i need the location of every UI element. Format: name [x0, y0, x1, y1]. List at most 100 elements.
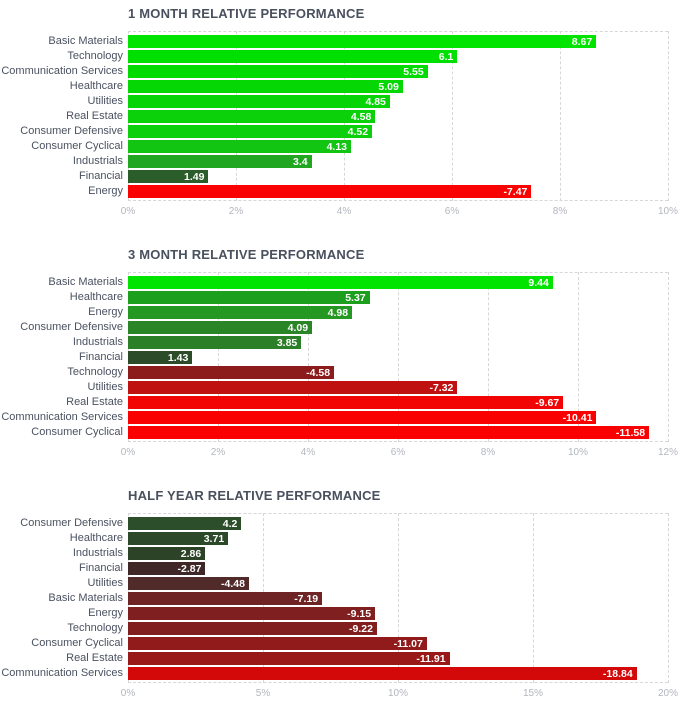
bar-row-industrials: 2.86: [128, 546, 668, 561]
value-label-financial: 1.49: [184, 170, 205, 183]
category-label-basic-materials: Basic Materials: [48, 34, 123, 47]
value-label-energy: -7.47: [503, 185, 528, 198]
category-label-basic-materials: Basic Materials: [48, 591, 123, 604]
gridline-6%: [398, 272, 399, 442]
value-label-energy: -9.15: [347, 607, 372, 620]
chart-title: 1 MONTH RELATIVE PERFORMANCE: [128, 6, 365, 21]
bar-row-technology: -9.22: [128, 621, 668, 636]
bar-row-communication-services: -10.41: [128, 410, 668, 425]
category-label-consumer-defensive: Consumer Defensive: [20, 516, 123, 529]
category-label-consumer-cyclical: Consumer Cyclical: [31, 425, 123, 438]
bar-row-real-estate: -11.91: [128, 651, 668, 666]
value-label-consumer-cyclical: -11.58: [615, 426, 646, 439]
bar-row-communication-services: 5.55: [128, 64, 668, 79]
category-label-utilities: Utilities: [87, 576, 123, 589]
bar-row-utilities: -7.32: [128, 380, 668, 395]
value-label-consumer-defensive: 4.09: [287, 321, 309, 334]
bar-row-consumer-cyclical: -11.07: [128, 636, 668, 651]
category-label-industrials: Industrials: [72, 546, 123, 559]
category-label-consumer-defensive: Consumer Defensive: [20, 320, 123, 333]
category-label-healthcare: Healthcare: [69, 79, 123, 92]
category-labels-column: Basic Materials Healthcare Energy Consumer …: [0, 272, 128, 442]
bar-row-basic-materials: 8.67: [128, 34, 668, 49]
bar-technology: -4.58: [128, 366, 335, 379]
bar-consumer-defensive: 4.2: [128, 517, 242, 530]
axis-tick-label-5%: 5%: [255, 688, 271, 699]
value-label-consumer-cyclical: -11.07: [393, 637, 423, 650]
bar-row-financial: -2.87: [128, 561, 668, 576]
value-label-real-estate: -11.91: [416, 652, 446, 665]
bar-communication-services: -10.41: [128, 411, 597, 424]
chart-half-year-relative-performance: HALF YEAR RELATIVE PERFORMANCE Consumer …: [0, 488, 687, 702]
gridline-12%: [668, 272, 669, 442]
bar-basic-materials: 8.67: [128, 35, 597, 48]
value-label-financial: 1.43: [167, 351, 189, 364]
gridline-8%: [560, 31, 561, 201]
bar-row-energy: -9.15: [128, 606, 668, 621]
bar-row-energy: -7.47: [128, 184, 668, 199]
value-label-consumer-defensive: 4.2: [222, 517, 238, 530]
value-label-consumer-cyclical: 4.13: [326, 140, 348, 153]
bar-real-estate: 4.58: [128, 110, 376, 123]
category-label-communication-services: Communication Services: [1, 666, 123, 679]
axis-tick-label-4%: 4%: [336, 206, 352, 217]
bar-industrials: 2.86: [128, 547, 206, 560]
category-label-healthcare: Healthcare: [69, 531, 123, 544]
bar-row-healthcare: 5.37: [128, 290, 668, 305]
value-label-communication-services: -18.84: [602, 667, 633, 680]
chart-canvas: Basic Materials Technology Communication S…: [0, 31, 678, 220]
bar-consumer-defensive: 4.09: [128, 321, 313, 334]
category-label-energy: Energy: [88, 184, 123, 197]
bar-healthcare: 5.37: [128, 291, 370, 304]
axis-tick-label-10%: 10%: [657, 206, 679, 217]
bar-row-consumer-defensive: 4.52: [128, 124, 668, 139]
value-label-healthcare: 3.71: [203, 532, 225, 545]
bar-row-financial: 1.43: [128, 350, 668, 365]
axis-tick-label-8%: 8%: [480, 447, 496, 458]
bar-consumer-cyclical: 4.13: [128, 140, 352, 153]
bar-utilities: -7.32: [128, 381, 458, 394]
bar-industrials: 3.4: [128, 155, 312, 168]
category-label-technology: Technology: [67, 49, 123, 62]
category-label-technology: Technology: [67, 365, 123, 378]
bar-row-utilities: 4.85: [128, 94, 668, 109]
bar-energy: 4.98: [128, 306, 353, 319]
value-label-technology: 6.1: [438, 50, 454, 63]
category-label-energy: Energy: [88, 305, 123, 318]
bar-row-basic-materials: 9.44: [128, 275, 668, 290]
bar-row-technology: 6.1: [128, 49, 668, 64]
bar-row-basic-materials: -7.19: [128, 591, 668, 606]
gridline-15%: [533, 513, 534, 683]
bar-row-real-estate: 4.58: [128, 109, 668, 124]
value-label-basic-materials: 9.44: [528, 276, 549, 289]
bar-row-healthcare: 5.09: [128, 79, 668, 94]
bar-consumer-defensive: 4.52: [128, 125, 373, 138]
bar-row-consumer-defensive: 4.2: [128, 516, 668, 531]
plot-area: 9.44 5.37 4.98 4.09 3.85 1.43 -4.58 -7.32 -9.67-…: [128, 272, 669, 442]
bar-healthcare: 3.71: [128, 532, 229, 545]
bar-row-real-estate: -9.67: [128, 395, 668, 410]
axis-tick-label-12%: 12%: [657, 447, 679, 458]
axis-spacer: [0, 683, 128, 702]
bar-row-consumer-defensive: 4.09: [128, 320, 668, 335]
bar-row-consumer-cyclical: -11.58: [128, 425, 668, 440]
axis-tick-label-2%: 2%: [210, 447, 226, 458]
axis-tick-label-0%: 0%: [120, 206, 136, 217]
bar-row-financial: 1.49: [128, 169, 668, 184]
axis-tick-label-2%: 2%: [228, 206, 244, 217]
value-label-real-estate: 4.58: [350, 110, 372, 123]
axis-tick-label-10%: 10%: [387, 688, 409, 699]
bar-real-estate: -9.67: [128, 396, 564, 409]
chart-title: HALF YEAR RELATIVE PERFORMANCE: [128, 488, 381, 503]
category-labels-column: Basic Materials Technology Communication S…: [0, 31, 128, 201]
bar-real-estate: -11.91: [128, 652, 450, 665]
plot-area: 4.2 3.71 2.86 -2.87 -4.48 -7.19 -9.15 -9.22 -11.…: [128, 513, 669, 683]
category-label-consumer-cyclical: Consumer Cyclical: [31, 636, 123, 649]
category-label-real-estate: Real Estate: [66, 109, 123, 122]
x-axis: 0% 2% 4% 6% 8% 10% 12%: [121, 445, 678, 461]
value-label-basic-materials: -7.19: [294, 592, 319, 605]
axis-tick-label-4%: 4%: [300, 447, 316, 458]
value-label-basic-materials: 8.67: [571, 35, 593, 48]
plot-area: 8.67 6.1 5.55 5.09 4.85 4.58 4.52 4.13 3.4 1.49 -7…: [128, 31, 669, 201]
axis-tick-label-20%: 20%: [657, 688, 679, 699]
